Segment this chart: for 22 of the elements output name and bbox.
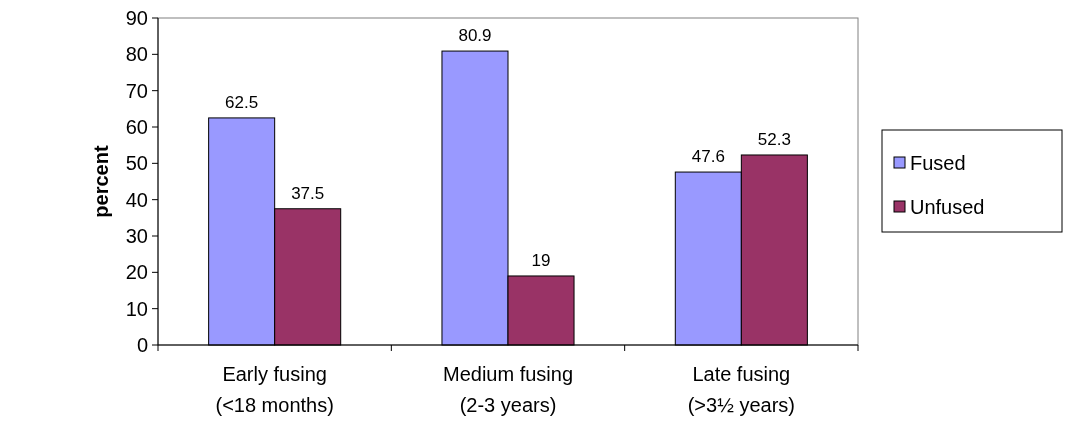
x-tick-label: Early fusing (<18 months) [215,363,334,416]
data-label: 52.3 [757,129,791,149]
data-label: 19 [531,250,551,270]
x-tick-label: Medium fusing (2-3 years) [442,363,574,416]
y-tick-label: 40 [125,188,148,211]
y-tick-label: 30 [125,225,148,247]
y-tick-label: 20 [125,261,148,284]
y-tick-label: 50 [125,152,148,175]
y-tick-label: 0 [136,334,148,356]
legend-label: Unfused [910,196,985,218]
x-tick-label: Late fusing (>3½ years) [687,363,795,416]
data-label: 47.6 [691,147,725,167]
y-tick-label: 60 [125,116,148,138]
data-label: 62.5 [225,92,259,112]
data-label: 80.9 [458,26,492,46]
y-tick-label: 90 [125,7,148,29]
y-tick-label: 70 [125,79,148,102]
y-tick-label: 80 [125,43,148,66]
data-label: 37.5 [291,183,325,203]
legend-label: Fused [910,152,966,174]
y-axis-title: percent [90,145,112,218]
y-tick-label: 10 [125,297,148,320]
